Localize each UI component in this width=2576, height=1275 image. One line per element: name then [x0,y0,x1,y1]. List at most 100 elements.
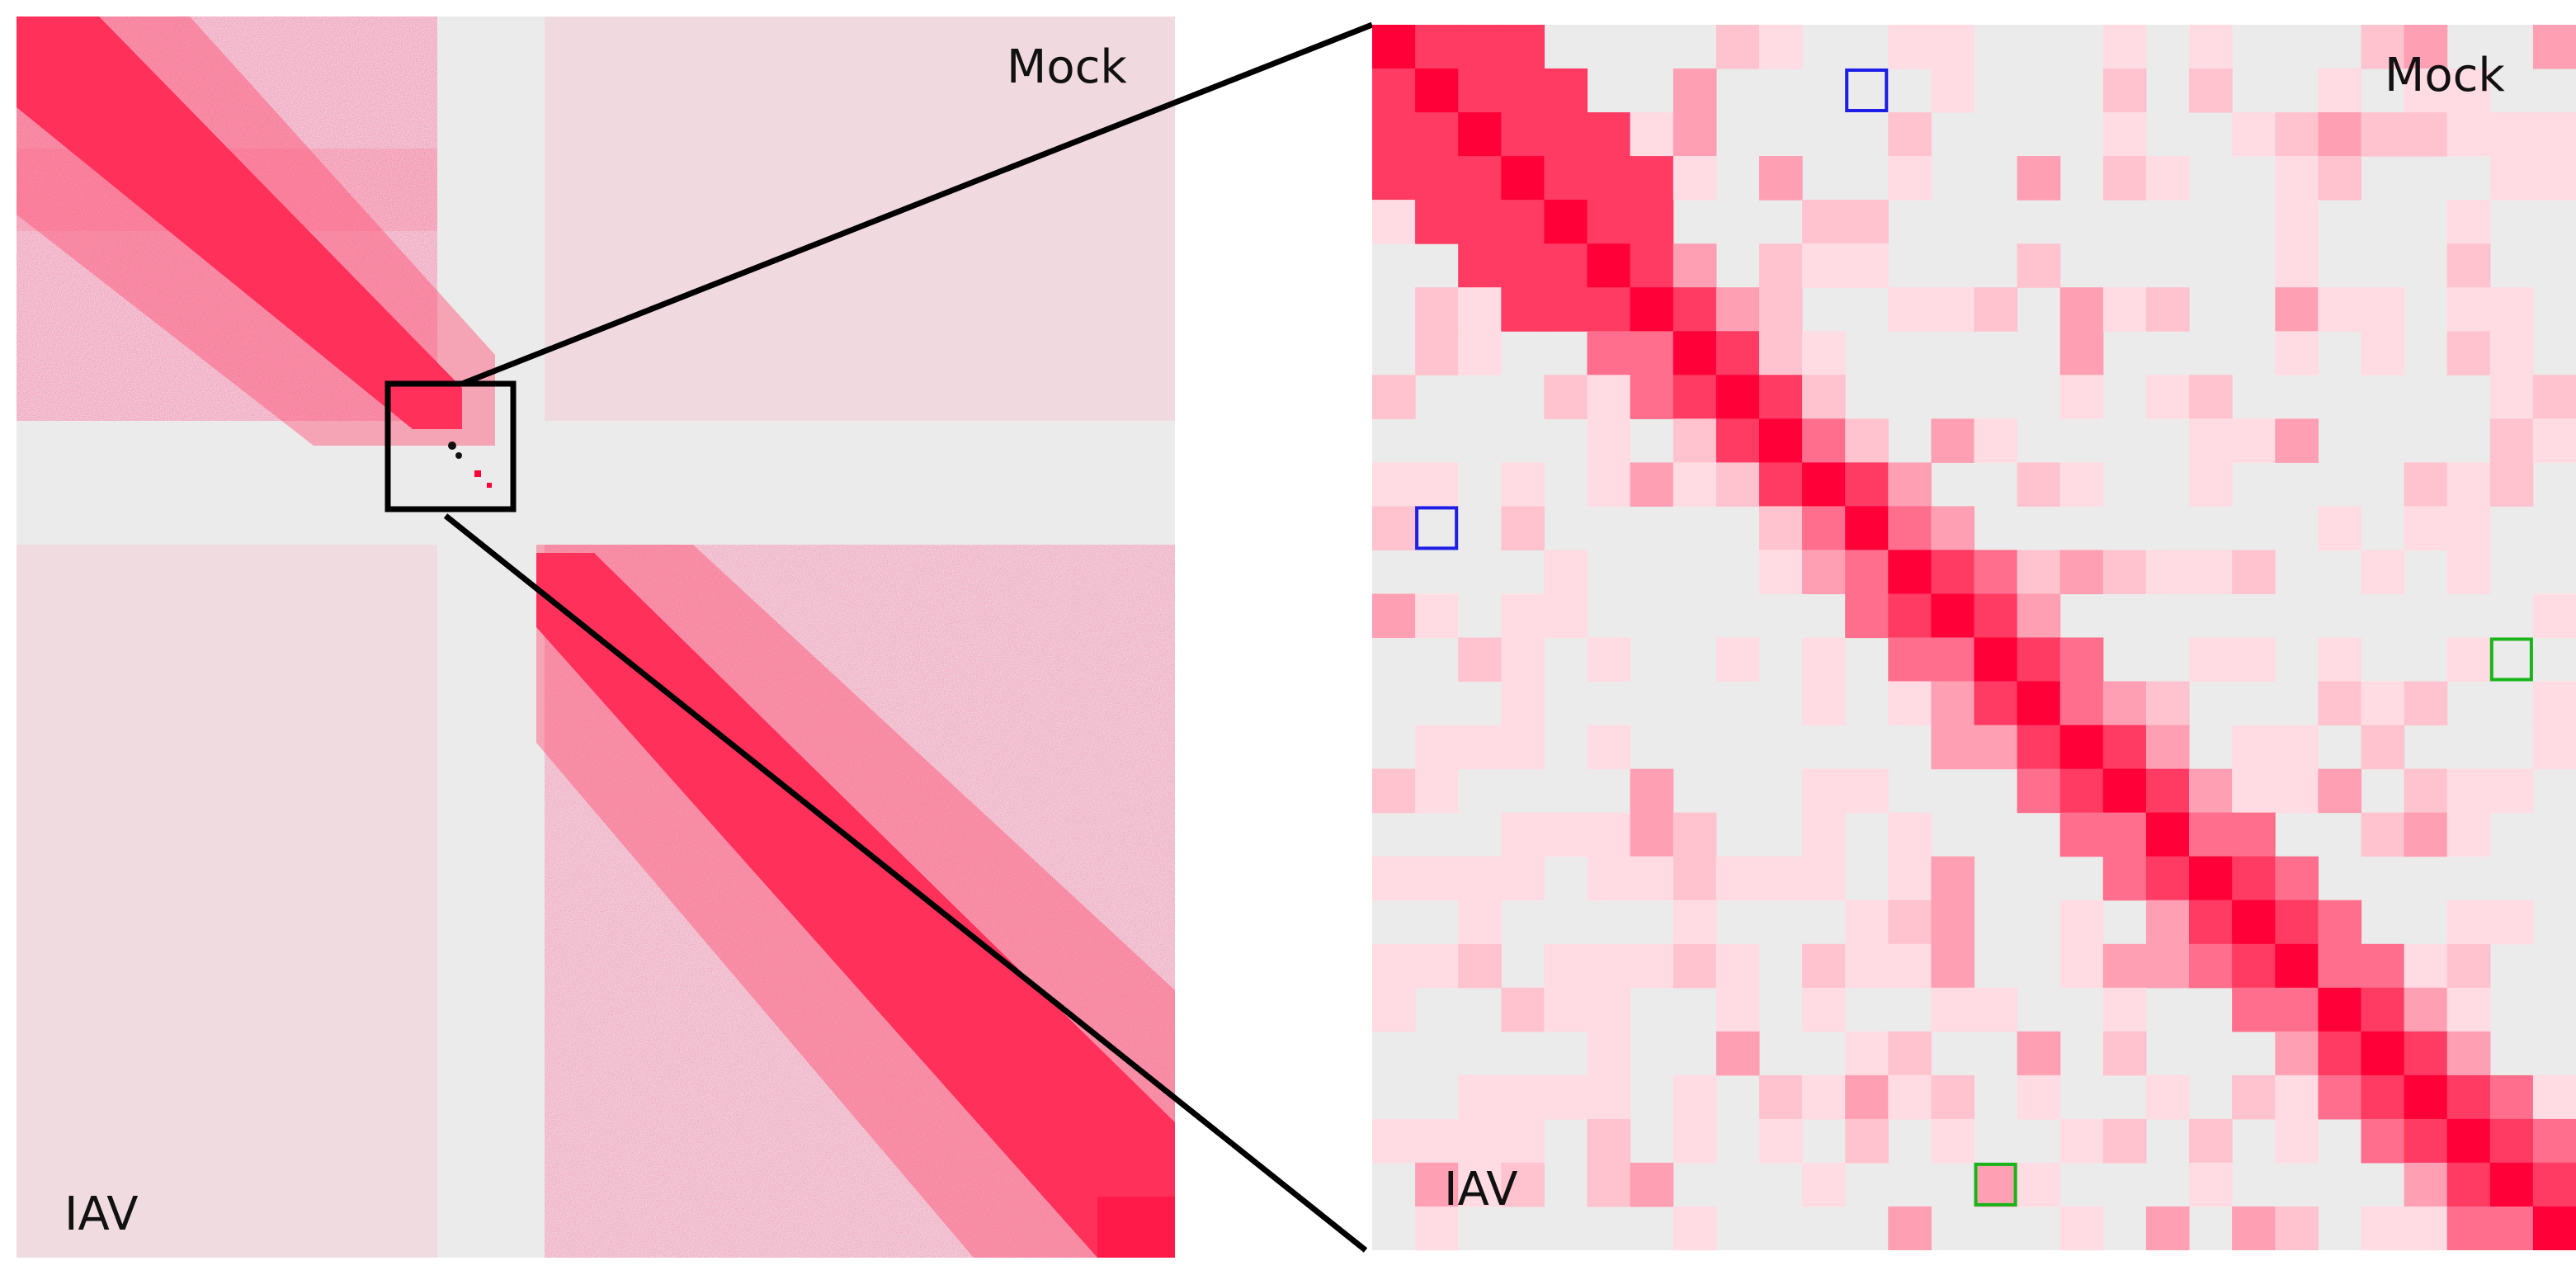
heatmap-cell [2318,943,2362,989]
heatmap-cell [2446,287,2491,332]
heatmap-cell [2189,1162,2233,1207]
heatmap-cell [2275,156,2319,201]
heatmap-cell [1458,856,1502,901]
heatmap-cell [2404,1074,2448,1120]
heatmap-cell [1630,856,1674,901]
heatmap-cell [1802,856,1846,901]
heatmap-cell [1587,1031,1631,1076]
heatmap-cell [1372,943,1416,989]
heatmap-cell [2404,812,2448,857]
heatmap-cell [2059,550,2104,594]
heatmap-cell [1501,812,1545,857]
heatmap-cell [1673,112,1717,157]
heatmap-cell [2145,900,2190,945]
heatmap-cell [1845,1074,1889,1120]
heatmap-cell [1888,856,1932,901]
heatmap-cell [1974,725,2018,770]
diagonal-lower [536,553,1175,1258]
heatmap-cell [1888,156,1932,201]
heatmap-cell [2189,68,2233,113]
heatmap-cell [2532,112,2576,157]
heatmap-cell [2489,1074,2534,1120]
heatmap-cell [1501,287,1545,332]
heatmap-cell [2275,1074,2319,1120]
heatmap-cell [1759,462,1803,507]
heatmap-cell [1673,243,1717,288]
heatmap-cell [2532,725,2576,770]
heatmap-cell [2232,812,2276,857]
heatmap-cell [2489,331,2534,375]
heatmap-cell [1372,768,1416,814]
heatmap-cell [2532,1162,2576,1207]
heatmap-cell [1845,1031,1889,1076]
heatmap-cell [1759,1118,1803,1164]
heatmap-cell [1888,943,1932,989]
heatmap-cell [2361,1074,2405,1120]
heatmap-cell [1372,1118,1416,1164]
heatmap-cell [2102,1031,2147,1076]
heatmap-cell [1888,462,1932,507]
heatmap-cell [1931,593,1975,639]
heatmap-cell [2532,593,2576,639]
highlight-box-green [1974,1162,2017,1207]
heatmap-cell [1415,1162,1459,1207]
heatmap-cell [2059,637,2104,682]
heatmap-cell [2145,1207,2190,1250]
heatmap-cell [2361,812,2405,857]
heatmap-cell [2059,812,2104,857]
heatmap-cell [2404,1162,2448,1207]
heatmap-cell [1372,593,1416,639]
gap-band-horizontal [17,433,1175,541]
heatmap-cell [1802,943,1846,989]
heatmap-cell [1673,943,1717,989]
heatmap-cell [1673,375,1717,419]
heatmap-cell [2189,550,2233,594]
heatmap-cell [2017,593,2061,639]
zoom-line-top [460,21,1374,387]
heatmap-cell [2404,112,2448,157]
heatmap-cell [2404,1118,2448,1164]
heatmap-cell [1587,200,1631,244]
heatmap-cell [1630,331,1674,375]
heatmap-cell [1587,943,1631,989]
heatmap-cell [1715,25,1760,69]
heatmap-cell [2275,1118,2319,1164]
highlight-box-green [2489,637,2533,682]
heatmap-cell [1587,243,1631,288]
heatmap-cell [1372,462,1416,507]
heatmap-cell [2145,856,2190,901]
heatmap-cell [2361,725,2405,770]
heatmap-cell [2232,418,2276,463]
heatmap-cell [1501,25,1545,69]
heatmap-cell [2446,987,2491,1032]
heatmap-cell [1802,637,1846,682]
heatmap-cell [1802,681,1846,726]
heatmap-cell [2145,287,2190,332]
heatmap-cell [2489,375,2534,419]
heatmap-cell [2059,287,2104,332]
heatmap-cell [1415,68,1459,113]
heatmap-cell [1501,506,1545,550]
heatmap-cell [1372,200,1416,244]
heatmap-cell [1415,25,1459,69]
heatmap-cell [1888,287,1932,332]
heatmap-cell [1587,418,1631,463]
heatmap-cell [1630,943,1674,989]
heatmap-cell [1759,243,1803,288]
heatmap-cell [1630,1162,1674,1207]
heatmap-cell [2232,900,2276,945]
heatmap-cell [2361,681,2405,726]
heatmap-cell [1415,725,1459,770]
heatmap-cell [1501,156,1545,201]
heatmap-cell [2489,156,2534,201]
heatmap-cell [2102,768,2147,814]
heatmap-cell [2189,637,2233,682]
heatmap-cell [1501,725,1545,770]
heatmap-cell [2318,112,2362,157]
heatmap-cell [2318,768,2362,814]
heatmap-cell [1845,550,1889,594]
heatmap-cell [1759,1074,1803,1120]
heatmap-cell [1888,681,1932,726]
heatmap-cell [2489,287,2534,332]
heatmap-cell [1544,156,1588,201]
